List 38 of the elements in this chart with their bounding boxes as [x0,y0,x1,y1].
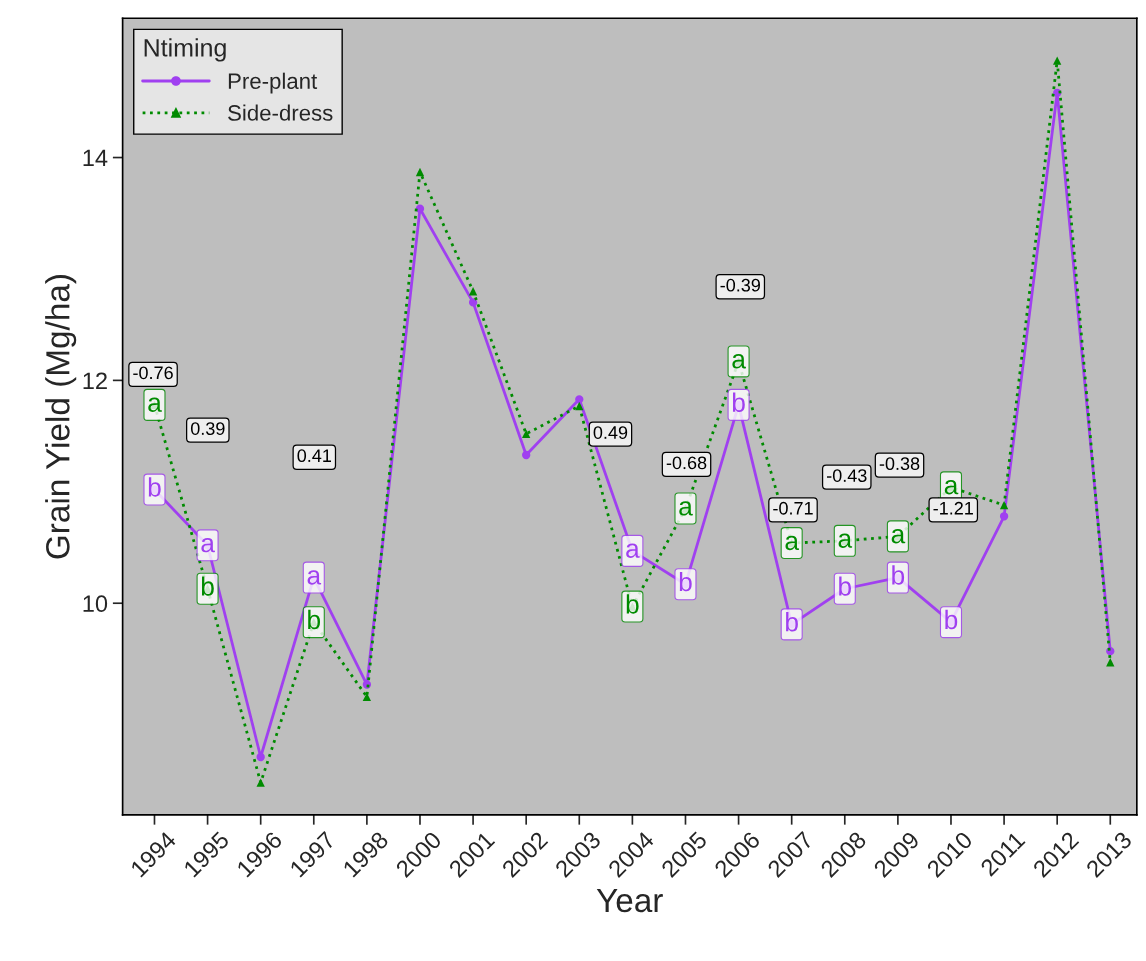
y-tick-label: 10 [83,595,108,613]
annotation: a [679,501,693,516]
annotation: -1.21 [933,501,973,515]
annotation: b [308,609,321,630]
annotation: b [626,594,639,614]
annotation: b [945,609,958,630]
annotation: b [892,565,905,585]
annotation: a [891,529,906,544]
legend-label: Pre-plant [228,72,318,94]
annotation: b [148,477,161,497]
annotation: -0.38 [879,457,920,471]
annotation: -0.71 [773,501,813,515]
legend-title: Ntiming [144,38,226,62]
annotation: a [838,533,853,548]
annotation: a [944,479,959,495]
annotation: -0.39 [720,278,760,292]
annotation: a [307,570,322,585]
annotation: b [679,571,692,592]
x-axis-title: Year [596,888,663,913]
annotation: -0.76 [133,366,173,380]
annotation: b [786,612,798,632]
annotation: -0.43 [826,469,867,482]
y-tick-label: 12 [83,372,107,389]
annotation: b [732,392,745,412]
annotation: 0.39 [190,422,225,435]
y-tick-label: 14 [83,149,108,167]
annotation: -0.68 [666,456,707,470]
annotation: a [148,397,162,412]
y-axis-title: Grain Yield (Mg/ha) [45,275,77,559]
annotation: a [785,535,800,551]
annotation: a [201,537,215,553]
legend-label: Side-dress [228,104,333,121]
annotation: 0.49 [593,426,628,439]
annotation: 0.41 [297,449,331,463]
annotation: a [626,543,640,558]
annotation: b [201,576,214,596]
annotation: a [732,354,746,369]
annotation: b [839,576,852,596]
